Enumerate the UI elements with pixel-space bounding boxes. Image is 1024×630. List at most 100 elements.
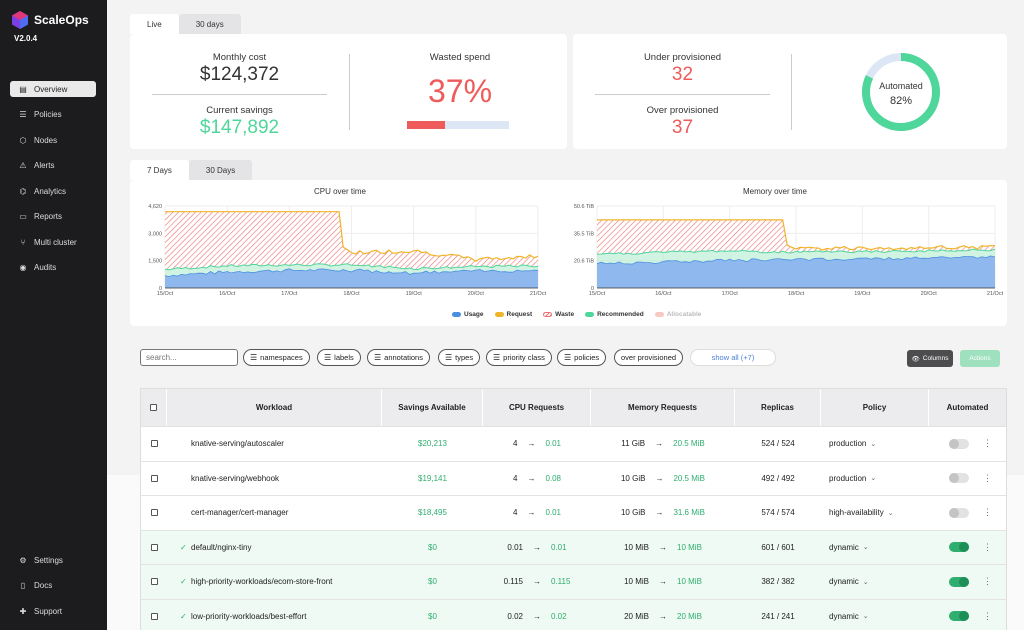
table-row[interactable]: knative-serving/webhook $19,141 4 → 0.08…	[141, 460, 1006, 496]
alerts-icon: ⚠	[19, 161, 27, 170]
header-workload[interactable]: Workload	[167, 389, 382, 426]
automation-toggle[interactable]	[949, 507, 969, 518]
workload-name[interactable]: knative-serving/webhook	[191, 473, 280, 483]
savings-available: $0	[428, 542, 437, 552]
policy-select[interactable]: production ⌄	[821, 427, 929, 461]
more-options-icon[interactable]: ⋮	[983, 610, 992, 621]
sidebar-item-policies[interactable]: ☰ Policies	[10, 107, 96, 123]
header-automated[interactable]: Automated	[946, 403, 989, 412]
filter-icon: ☰	[324, 353, 332, 362]
table-row[interactable]: cert-manager/cert-manager $18,495 4 → 0.…	[141, 495, 1006, 530]
table-row[interactable]: ✓ high-priority-workloads/ecom-store-fron…	[141, 564, 1006, 599]
table-row[interactable]: ✓ default/nginx-tiny $0 0.01 → 0.01 10 Mi…	[141, 529, 1006, 565]
x-tick-label: 15/Oct	[157, 291, 174, 297]
more-options-icon[interactable]: ⋮	[983, 576, 992, 587]
policy-select[interactable]: production ⌄	[821, 462, 929, 496]
filter-chip-labels[interactable]: ☰ labels	[317, 349, 361, 366]
memory-current: 10 MiB	[624, 577, 649, 587]
legend-item-request[interactable]: Request	[494, 311, 532, 318]
policies-icon: ☰	[19, 110, 27, 119]
sidebar-item-alerts[interactable]: ⚠ Alerts	[10, 158, 96, 174]
x-tick-label: 16/Oct	[655, 291, 672, 297]
memory-current: 10 MiB	[624, 542, 649, 552]
current-savings-label: Current savings	[206, 105, 273, 116]
legend-swatch	[543, 312, 553, 317]
policy-select[interactable]: dynamic ⌄	[821, 565, 929, 599]
automation-toggle[interactable]	[949, 611, 969, 622]
memory-recommended: 10 MiB	[677, 577, 702, 587]
row-checkbox[interactable]	[150, 612, 158, 620]
sidebar-item-overview[interactable]: ▤ Overview	[10, 81, 96, 97]
header-replicas[interactable]: Replicas	[735, 389, 821, 426]
row-checkbox[interactable]	[150, 474, 158, 482]
policy-select[interactable]: high-availability ⌄	[821, 496, 929, 530]
sidebar-item-multi-cluster[interactable]: ⑂ Multi cluster	[10, 234, 96, 250]
actions-button[interactable]: Actions	[960, 350, 1000, 367]
more-options-icon[interactable]: ⋮	[983, 472, 992, 483]
filter-chip-annotations[interactable]: ☰ annotations	[367, 349, 430, 366]
automation-toggle[interactable]	[949, 473, 969, 484]
tab-30-days[interactable]: 30 days	[178, 14, 241, 34]
sidebar-item-audits[interactable]: ◉ Audits	[10, 260, 96, 276]
policy-select[interactable]: dynamic ⌄	[821, 600, 929, 630]
workload-name[interactable]: low-priority-workloads/best-effort	[191, 611, 307, 621]
settings-icon: ⚙	[19, 555, 27, 565]
savings-available: $19,141	[418, 473, 447, 483]
legend-item-recommended[interactable]: Recommended	[585, 311, 644, 318]
arrow-right-icon: →	[659, 577, 667, 587]
workload-name[interactable]: default/nginx-tiny	[191, 542, 252, 552]
workload-name[interactable]: cert-manager/cert-manager	[191, 508, 289, 518]
show-all-filters-button[interactable]: show all (+7)	[690, 349, 776, 366]
sidebar-item-docs[interactable]: ▯ Docs	[10, 578, 96, 594]
more-options-icon[interactable]: ⋮	[983, 438, 992, 449]
row-checkbox[interactable]	[150, 509, 158, 517]
search-input[interactable]	[140, 349, 238, 366]
sidebar-item-settings[interactable]: ⚙ Settings	[10, 552, 96, 568]
filter-chip-types[interactable]: ☰ types	[438, 349, 481, 366]
legend-label: Waste	[555, 311, 575, 318]
table-row[interactable]: ✓ low-priority-workloads/best-effort $0 0…	[141, 598, 1006, 630]
arrow-right-icon: →	[527, 508, 536, 518]
sidebar-item-analytics[interactable]: ⌬ Analytics	[10, 183, 96, 199]
row-checkbox[interactable]	[150, 578, 158, 586]
header-cpu-requests[interactable]: CPU Requests	[483, 389, 591, 426]
cpu-current: 4	[512, 508, 518, 518]
table-row[interactable]: knative-serving/autoscaler $20,213 4 → 0…	[141, 426, 1006, 461]
monthly-cost-value: $124,372	[199, 64, 280, 85]
replicas: 524 / 524	[761, 439, 795, 449]
select-all-checkbox[interactable]	[150, 404, 157, 411]
legend-item-waste[interactable]: Waste	[543, 311, 574, 318]
workload-name[interactable]: high-priority-workloads/ecom-store-front	[191, 577, 333, 587]
header-policy[interactable]: Policy	[821, 389, 929, 426]
automation-toggle[interactable]	[949, 438, 969, 449]
more-options-icon[interactable]: ⋮	[983, 541, 992, 552]
policy-select[interactable]: dynamic ⌄	[821, 531, 929, 565]
over-provisioned-label: Over provisioned	[646, 105, 719, 116]
header-memory-requests[interactable]: Memory Requests	[591, 389, 735, 426]
app-logo[interactable]: ScaleOps	[10, 10, 89, 30]
filter-chip-policies[interactable]: ☰ policies	[557, 349, 607, 366]
columns-button[interactable]: 👁 Columns	[907, 350, 953, 367]
tab-30-days-chart[interactable]: 30 Days	[188, 160, 253, 180]
header-savings[interactable]: Savings Available	[382, 389, 483, 426]
more-options-icon[interactable]: ⋮	[983, 507, 992, 518]
legend-item-usage[interactable]: Usage	[452, 311, 484, 318]
filter-chip-over-provisioned[interactable]: over provisioned	[614, 349, 684, 366]
filter-chip-namespaces[interactable]: ☰ namespaces	[243, 349, 310, 366]
legend-item-allocatable[interactable]: Allocatable	[654, 311, 701, 318]
sidebar-item-reports[interactable]: ▭ Reports	[10, 209, 96, 225]
automation-toggle[interactable]	[949, 542, 969, 553]
filter-chip-priority-class[interactable]: ☰ priority class	[486, 349, 552, 366]
usage-line	[164, 268, 539, 278]
cost-card: Monthly cost $124,372 Current savings $1…	[130, 34, 567, 149]
over-provisioned-value: 37	[671, 117, 694, 138]
tab-live[interactable]: Live	[130, 14, 179, 34]
row-checkbox[interactable]	[150, 440, 158, 448]
tab-7-days[interactable]: 7 Days	[130, 160, 189, 180]
automation-toggle[interactable]	[949, 576, 969, 587]
sidebar-item-support[interactable]: ✚ Support	[10, 603, 96, 619]
workload-name[interactable]: knative-serving/autoscaler	[191, 439, 284, 449]
sidebar-item-nodes[interactable]: ⬡ Nodes	[10, 132, 96, 148]
chart-legend: Usage Request Waste Recommended Allocatable	[452, 311, 712, 318]
row-checkbox[interactable]	[150, 543, 158, 551]
